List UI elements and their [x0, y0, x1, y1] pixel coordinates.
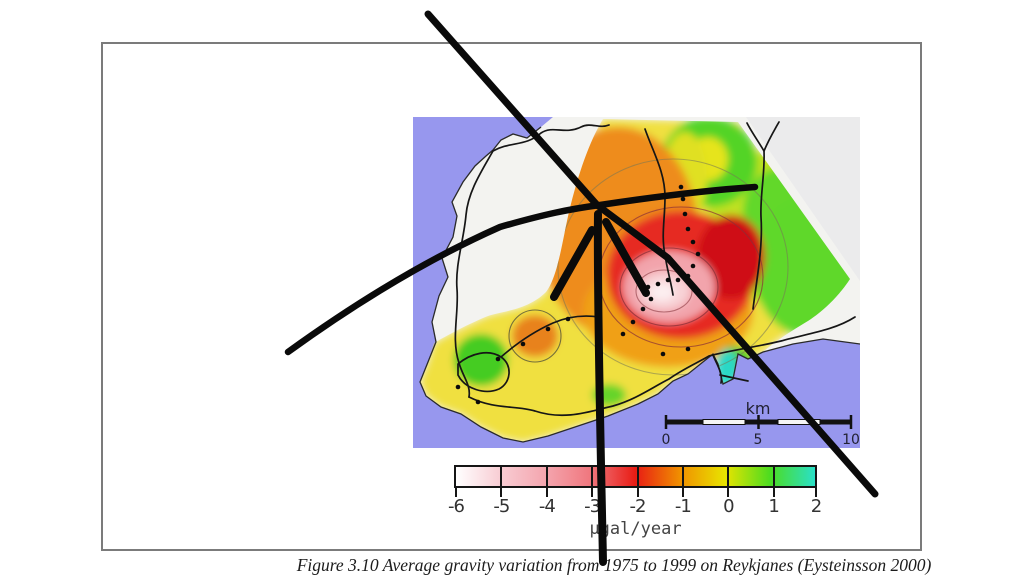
colorbar-label: -5 — [493, 496, 510, 517]
colorbar-label: -3 — [584, 496, 601, 517]
colorbar-label: 0 — [723, 496, 734, 517]
figure-frame: km 0 5 10 — [101, 42, 931, 575]
reykjanes-map: km 0 5 10 — [413, 117, 860, 448]
colorbar-label: -2 — [629, 496, 647, 517]
colorbar-separator — [727, 467, 730, 486]
scalebar-tick-10: 10 — [842, 432, 860, 448]
colorbar-separator — [772, 467, 775, 486]
colorbar-legend: -6 -5 -4 -3 -2 -1 0 1 2 µgal/year — [448, 465, 822, 545]
colorbar-label: -4 — [538, 496, 556, 517]
scalebar-tick-0: 0 — [662, 432, 671, 448]
colorbar-separator — [545, 467, 548, 486]
colorbar-label: -6 — [448, 496, 465, 517]
colorbar-separator — [681, 467, 684, 486]
colorbar-label: 1 — [768, 496, 779, 517]
colorbar-gradient — [454, 465, 817, 488]
colorbar-separator — [636, 467, 639, 486]
figure-caption: Figure 3.10 Average gravity variation fr… — [296, 555, 932, 575]
colorbar-label: 2 — [810, 496, 822, 517]
colorbar-separator — [591, 467, 594, 486]
scalebar-tick-5: 5 — [754, 432, 763, 448]
colorbar-separator — [500, 467, 503, 486]
colorbar-label: -1 — [674, 496, 692, 517]
colorbar-unit-label: µgal/year — [589, 519, 682, 539]
